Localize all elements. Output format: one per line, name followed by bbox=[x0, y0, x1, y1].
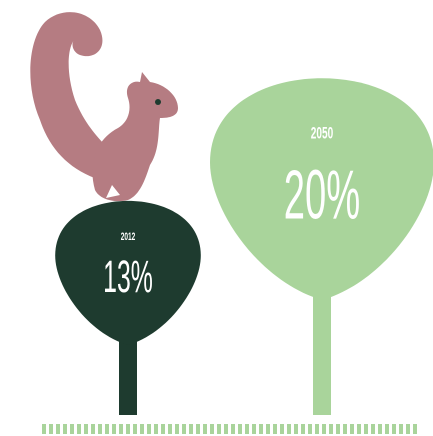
ground-dash bbox=[315, 424, 319, 434]
value-label: 20% bbox=[284, 155, 360, 233]
ground-dash bbox=[238, 424, 242, 434]
ground-dash bbox=[140, 424, 144, 434]
value-group: 20% bbox=[284, 155, 360, 233]
ground-dash bbox=[49, 424, 53, 434]
ground-dash bbox=[133, 424, 137, 434]
ground-dash bbox=[287, 424, 291, 434]
ground-dash bbox=[329, 424, 333, 434]
ground-dash bbox=[378, 424, 382, 434]
squirrel bbox=[30, 12, 178, 202]
ground-dash bbox=[280, 424, 284, 434]
ground-dash bbox=[161, 424, 165, 434]
ground-dash bbox=[189, 424, 193, 434]
value-group: 13% bbox=[103, 251, 153, 302]
ground-dash bbox=[371, 424, 375, 434]
ground-dash bbox=[98, 424, 102, 434]
ground-dash bbox=[63, 424, 67, 434]
ground-dash bbox=[231, 424, 235, 434]
ground-dash bbox=[252, 424, 256, 434]
year-group: 2012 bbox=[121, 230, 136, 242]
ground-dash bbox=[357, 424, 361, 434]
ground-dash bbox=[42, 424, 46, 434]
ground-dash bbox=[224, 424, 228, 434]
ground-dash bbox=[175, 424, 179, 434]
value-label: 13% bbox=[103, 251, 153, 302]
ground-dash bbox=[217, 424, 221, 434]
ground-dash bbox=[273, 424, 277, 434]
ground-dash bbox=[364, 424, 368, 434]
tree-crown bbox=[55, 200, 201, 345]
ground-dash bbox=[56, 424, 60, 434]
trunk bbox=[119, 335, 137, 415]
ground-dash bbox=[343, 424, 347, 434]
ground-dash bbox=[392, 424, 396, 434]
ground-dash bbox=[126, 424, 130, 434]
ground-dash bbox=[147, 424, 151, 434]
ground-dash bbox=[70, 424, 74, 434]
ground-dash bbox=[322, 424, 326, 434]
ground-dash bbox=[301, 424, 305, 434]
ground-dash bbox=[105, 424, 109, 434]
ground-dash bbox=[259, 424, 263, 434]
ground-dash bbox=[91, 424, 95, 434]
year-label: 2050 bbox=[311, 123, 334, 142]
ground-dash bbox=[245, 424, 249, 434]
ground-dash bbox=[168, 424, 172, 434]
ground-dash bbox=[112, 424, 116, 434]
year-label: 2012 bbox=[121, 230, 136, 242]
ground-dash bbox=[385, 424, 389, 434]
ground-dash bbox=[406, 424, 410, 434]
ground-dash bbox=[84, 424, 88, 434]
ground-dash bbox=[308, 424, 312, 434]
ground-dash bbox=[182, 424, 186, 434]
ground-dash bbox=[266, 424, 270, 434]
ground-dash bbox=[399, 424, 403, 434]
ground-dash bbox=[154, 424, 158, 434]
trunk bbox=[313, 290, 331, 415]
ground-dash bbox=[119, 424, 123, 434]
tree-crown bbox=[210, 78, 433, 300]
ground bbox=[42, 424, 417, 434]
ground-dash bbox=[203, 424, 207, 434]
ground-dash bbox=[350, 424, 354, 434]
year-group: 2050 bbox=[311, 123, 334, 142]
ground-dash bbox=[210, 424, 214, 434]
ground-dash bbox=[413, 424, 417, 434]
ground-dash bbox=[336, 424, 340, 434]
ground-dash bbox=[77, 424, 81, 434]
ground-dash bbox=[294, 424, 298, 434]
ground-dash bbox=[196, 424, 200, 434]
